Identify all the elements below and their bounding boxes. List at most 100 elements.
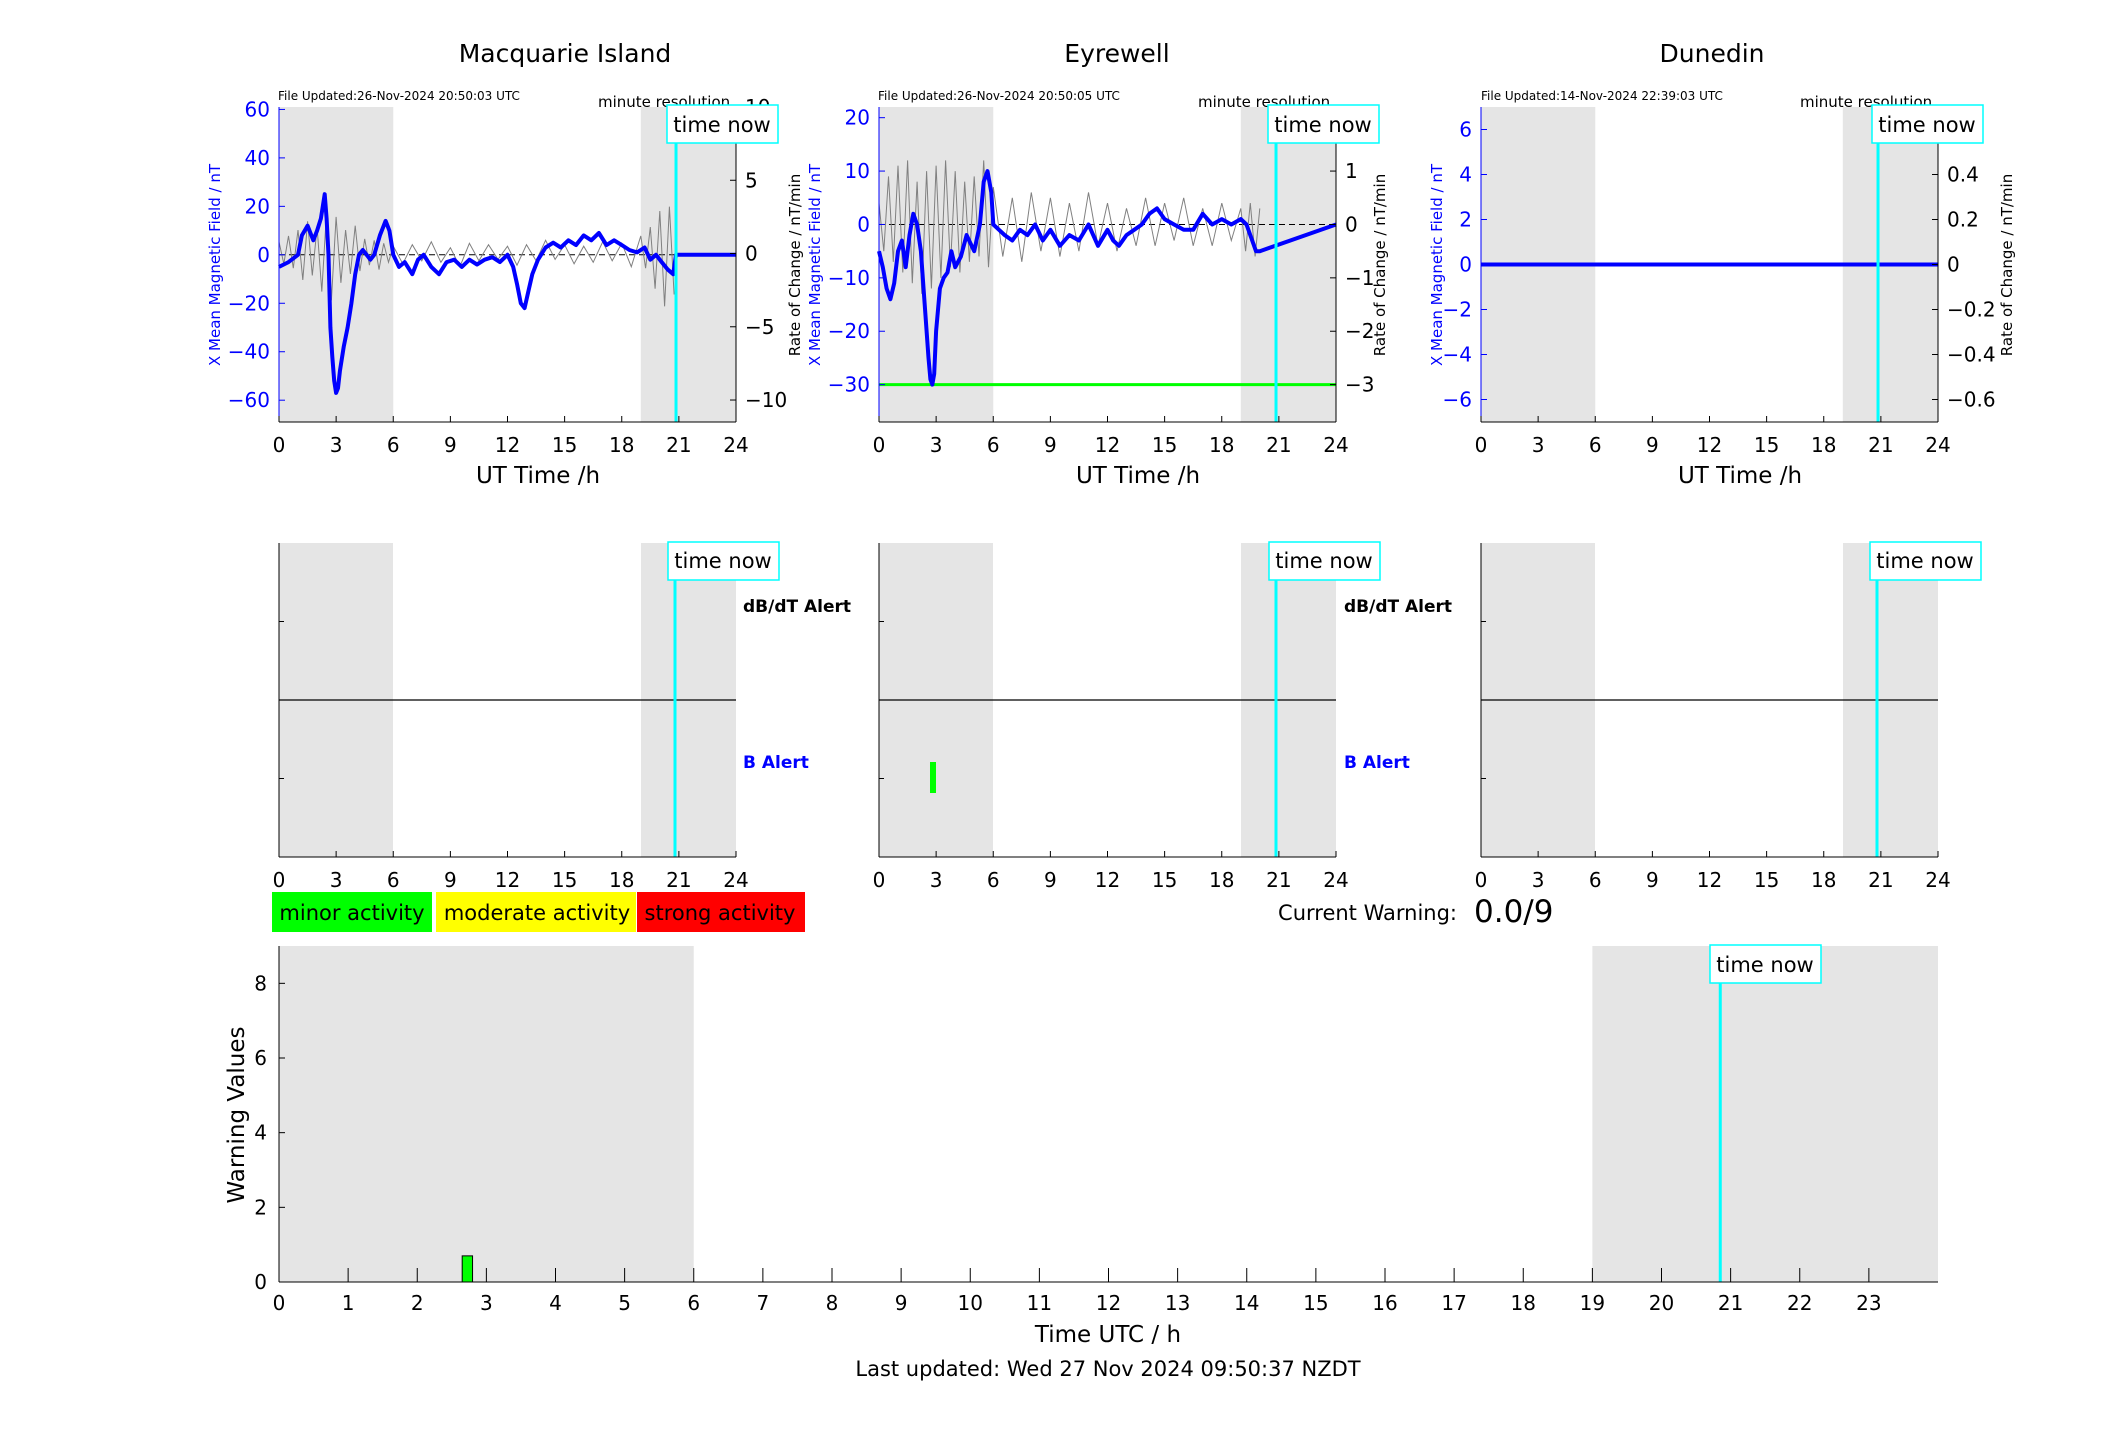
- macquarie-alert-x-tick-label: 9: [444, 868, 457, 892]
- warning-x-tick-label: 10: [958, 1291, 983, 1315]
- eyrewell-shade-1: [1240, 107, 1336, 422]
- dunedin-y-tick-label: 6: [1459, 118, 1472, 142]
- dunedin-x-tick-label: 3: [1532, 433, 1545, 457]
- macquarie-x-tick-label: 18: [609, 433, 634, 457]
- macquarie-y-right-tick-label: 0: [745, 242, 758, 266]
- dunedin-alert-x-tick-label: 15: [1754, 868, 1779, 892]
- dunedin-x-tick-label: 21: [1868, 433, 1893, 457]
- eyrewell-alert-x-tick-label: 6: [987, 868, 1000, 892]
- macquarie-y-right-label: Rate of Change / nT/min: [786, 174, 804, 356]
- warning-y-tick-label: 0: [254, 1270, 267, 1294]
- warning-panel: 0 1 2 3 4 5 6 7 8 9 10 11 12 13 14 15 16 17 18 19 20 21 22 2302…: [224, 944, 1938, 1348]
- macquarie-time-now-label: time now: [673, 113, 770, 137]
- current-warning-value: 0.0/9: [1474, 894, 1553, 930]
- eyrewell-y-right-tick-label: 1: [1345, 159, 1358, 183]
- macquarie-x-tick-label: 3: [330, 433, 343, 457]
- eyrewell-y-tick-label: −30: [828, 373, 870, 397]
- dunedin-alert-axis: 0 3 6 9 12 15 18 21 24: [1475, 543, 1951, 892]
- eyrewell-y-right-label: Rate of Change / nT/min: [1371, 174, 1389, 356]
- dunedin-x-tick-label: 9: [1646, 433, 1659, 457]
- dunedin-alert-x-tick-label: 21: [1868, 868, 1893, 892]
- eyrewell-y-tick-label: −10: [828, 266, 870, 290]
- dunedin-y-tick-label: 0: [1459, 253, 1472, 277]
- warning-x-tick-label: 5: [618, 1291, 631, 1315]
- macquarie-y-tick-label: −40: [228, 340, 270, 364]
- dunedin-x-tick-label: 15: [1754, 433, 1779, 457]
- eyrewell-x-tick-label: 12: [1095, 433, 1120, 457]
- macquarie-x-tick-label: 21: [666, 433, 691, 457]
- dunedin-y-right-tick-label: 0.4: [1947, 163, 1979, 187]
- macquarie-alert-axis: 0 3 6 9 12 15 18 21 24: [273, 543, 749, 892]
- dunedin-y-tick-label: −2: [1443, 298, 1472, 322]
- warning-x-tick-label: 16: [1372, 1291, 1397, 1315]
- macquarie-x-tick-label: 24: [723, 433, 748, 457]
- macquarie-x-tick-label: 0: [273, 433, 286, 457]
- dunedin-alert-x-tick-label: 24: [1925, 868, 1950, 892]
- dunedin-y-right-tick-label: −0.2: [1947, 298, 1996, 322]
- macquarie-rate-series: [278, 206, 675, 307]
- eyrewell-b-alert-marker: [930, 762, 936, 793]
- dunedin-y-left-label: X Mean Magnetic Field / nT: [1428, 163, 1446, 366]
- dunedin-time-now-label: time now: [1878, 113, 1975, 137]
- macquarie-y-tick-label: −60: [228, 388, 270, 412]
- warning-x-tick-label: 23: [1856, 1291, 1881, 1315]
- macquarie-file-updated: File Updated:26-Nov-2024 20:50:03 UTC: [278, 89, 520, 103]
- warning-x-tick-label: 7: [757, 1291, 770, 1315]
- eyrewell-alert-x-tick-label: 3: [930, 868, 943, 892]
- legend-moderate-swatch: [436, 892, 636, 932]
- dunedin-alert-time-now-label: time now: [1876, 549, 1973, 573]
- macquarie-shade-0: [279, 107, 394, 422]
- eyrewell-x-tick-label: 0: [873, 433, 886, 457]
- macquarie-x-tick-label: 9: [444, 433, 457, 457]
- dunedin-y-tick-label: −4: [1443, 343, 1472, 367]
- eyrewell-alert-time-now-box: time now: [1268, 541, 1381, 581]
- eyrewell-y-right-tick-label: −2: [1345, 319, 1374, 343]
- warning-x-tick-label: 13: [1165, 1291, 1190, 1315]
- dunedin-y-right-tick-label: 0: [1947, 253, 1960, 277]
- dunedin-alert-x-tick-label: 6: [1589, 868, 1602, 892]
- warning-x-tick-label: 22: [1787, 1291, 1812, 1315]
- dunedin-file-updated: File Updated:14-Nov-2024 22:39:03 UTC: [1481, 89, 1723, 103]
- dunedin-alert-x-tick-label: 3: [1532, 868, 1545, 892]
- macquarie-y-right-tick-label: −10: [745, 388, 787, 412]
- legend-strong-label: strong activity: [645, 901, 796, 925]
- warning-x-tick-label: 12: [1096, 1291, 1121, 1315]
- eyrewell-y-tick-label: 20: [845, 106, 870, 130]
- dunedin-x-tick-label: 24: [1925, 433, 1950, 457]
- eyrewell-alert-x-tick-label: 15: [1152, 868, 1177, 892]
- station-title-dunedin: Dunedin: [1660, 39, 1765, 68]
- eyrewell-alert-axis: 0 3 6 9 12 15 18 21 24: [873, 543, 1349, 892]
- dunedin-y-tick-label: 4: [1459, 163, 1472, 187]
- warning-x-tick-label: 8: [826, 1291, 839, 1315]
- macquarie-alert-x-tick-label: 15: [552, 868, 577, 892]
- dunedin-alert-panel: 0 3 6 9 12 15 18 21 24 time now: [1475, 541, 1982, 892]
- dunedin-alert-x-tick-label: 9: [1646, 868, 1659, 892]
- warning-y-label: Warning Values: [224, 1026, 250, 1203]
- macquarie-field-panel: 03691215182124−60−40−200204060−10−50510 …: [206, 89, 804, 489]
- dunedin-y-right-tick-label: −0.4: [1947, 343, 1996, 367]
- dunedin-y-tick-label: −6: [1443, 388, 1472, 412]
- macquarie-y-right-tick-label: 5: [745, 168, 758, 192]
- macquarie-alert-time-now-box: time now: [667, 541, 780, 581]
- legend-minor-label: minor activity: [279, 901, 424, 925]
- last-updated: Last updated: Wed 27 Nov 2024 09:50:37 N…: [855, 1357, 1360, 1381]
- legend-moderate-label: moderate activity: [444, 901, 630, 925]
- dunedin-field-panel: 0 3 6 9 12 15 18 21 24−6−4−20246−0.6−0.4−0.200.2…: [1428, 89, 2016, 489]
- warning-x-tick-label: 3: [480, 1291, 493, 1315]
- macquarie-x-label: UT Time /h: [476, 463, 600, 489]
- eyrewell-y-tick-label: −20: [828, 319, 870, 343]
- station-title-macquarie: Macquarie Island: [459, 39, 672, 68]
- eyrewell-alert-x-tick-label: 12: [1095, 868, 1120, 892]
- warning-x-tick-label: 14: [1234, 1291, 1259, 1315]
- eyrewell-time-now-label: time now: [1274, 113, 1371, 137]
- macquarie-y-tick-label: 20: [245, 194, 270, 218]
- warning-bar-0: [461, 1255, 474, 1283]
- eyrewell-x-tick-label: 18: [1209, 433, 1234, 457]
- dunedin-field-plot: 0 3 6 9 12 15 18 21 24−6−4−20246−0.6−0.4−0.200.2…: [1443, 107, 1996, 457]
- macquarie-alert-x-tick-label: 12: [495, 868, 520, 892]
- warning-x-tick-label: 6: [687, 1291, 700, 1315]
- dunedin-time-now-box: time now: [1871, 104, 1984, 144]
- warning-x-tick-label: 19: [1580, 1291, 1605, 1315]
